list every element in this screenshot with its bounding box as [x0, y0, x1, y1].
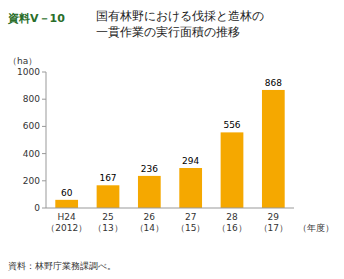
text-line: 27	[185, 212, 196, 222]
text-line: 25	[102, 212, 113, 222]
bars	[55, 90, 284, 208]
text-line: 国有林野における伐採と造林の	[96, 9, 264, 23]
data-label: 236	[141, 164, 158, 174]
data-labels: 60 167 236 294 556 868	[61, 78, 282, 198]
bar	[138, 176, 161, 208]
x-axis-line	[46, 208, 294, 209]
y-tick	[42, 72, 46, 73]
x-tick-label: 25（13）	[93, 212, 122, 233]
y-axis: 0 200 400 600 800 1000	[17, 67, 46, 213]
y-tick	[42, 99, 46, 100]
x-tick-label: 26（14）	[135, 212, 164, 233]
text-line: （15）	[176, 223, 205, 233]
text-line: （17）	[259, 223, 288, 233]
x-axis-label: （年度）	[298, 223, 334, 233]
x-tick-label: 27（15）	[176, 212, 205, 233]
text-line: H24	[58, 212, 76, 222]
text-line: （14）	[135, 223, 164, 233]
bar	[179, 168, 202, 208]
text-line: 29	[268, 212, 280, 222]
x-tick-label: 28（16）	[217, 212, 246, 233]
y-axis-label: （ha）	[8, 56, 37, 66]
bar	[97, 185, 120, 208]
y-tick-label: 400	[23, 149, 40, 159]
text-line: （13）	[93, 223, 122, 233]
y-tick-label: 1000	[17, 67, 40, 77]
data-label: 167	[99, 173, 116, 183]
y-tick	[42, 208, 46, 209]
x-tick-label: 29（17）	[259, 212, 288, 233]
x-axis: H24（2012） 25（13） 26（14） 27（15） 28（16） 29（17）	[46, 208, 294, 233]
chart-container: 資料V－10 国有林野における伐採と造林の一貫作業の実行面積の推移 （ha） 0 200…	[0, 0, 344, 279]
chart-svg: 資料V－10 国有林野における伐採と造林の一貫作業の実行面積の推移 （ha） 0 200…	[0, 0, 344, 279]
x-tick-label: H24（2012）	[46, 212, 87, 233]
text-line: 28	[226, 212, 238, 222]
figure-label: 資料V－10	[7, 12, 65, 25]
y-tick	[42, 153, 46, 154]
y-tick-label: 800	[23, 94, 40, 104]
text-line: （16）	[217, 223, 246, 233]
title: 国有林野における伐採と造林の一貫作業の実行面積の推移	[96, 9, 264, 39]
bar	[221, 132, 244, 208]
data-label: 294	[182, 156, 199, 166]
y-tick-label: 600	[23, 121, 40, 131]
source: 資料：林野庁業務課調べ。	[8, 261, 116, 271]
y-tick-label: 200	[23, 176, 40, 186]
text-line: （2012）	[46, 223, 87, 233]
y-tick-label: 0	[34, 203, 40, 213]
y-axis-line	[46, 72, 47, 208]
bar	[55, 200, 78, 208]
bar	[262, 90, 285, 208]
data-label: 868	[265, 78, 282, 88]
text-line: 一貫作業の実行面積の推移	[96, 25, 240, 39]
y-tick	[42, 180, 46, 181]
data-label: 60	[61, 188, 73, 198]
y-tick	[42, 126, 46, 127]
text-line: 26	[144, 212, 156, 222]
data-label: 556	[223, 120, 240, 130]
